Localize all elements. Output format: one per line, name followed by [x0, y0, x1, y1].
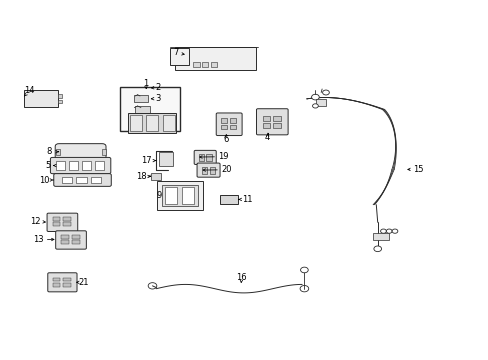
Bar — [134, 95, 147, 102]
Bar — [128, 113, 176, 133]
Text: 6: 6 — [223, 135, 228, 144]
FancyBboxPatch shape — [256, 109, 287, 135]
FancyBboxPatch shape — [216, 113, 242, 136]
Bar — [165, 188, 177, 204]
Circle shape — [386, 229, 391, 233]
Bar — [23, 90, 58, 107]
Bar — [193, 62, 199, 67]
Bar — [159, 152, 173, 166]
Text: 11: 11 — [242, 195, 252, 204]
Circle shape — [391, 229, 397, 233]
Circle shape — [373, 246, 381, 252]
Bar — [135, 105, 150, 113]
Bar — [198, 154, 203, 161]
Bar — [120, 87, 179, 131]
Bar — [53, 278, 61, 282]
Bar — [221, 125, 227, 129]
Text: 3: 3 — [155, 94, 160, 103]
Bar — [146, 115, 158, 131]
Text: 21: 21 — [79, 278, 89, 287]
Bar — [81, 161, 91, 171]
Text: 4: 4 — [264, 133, 269, 142]
Bar — [220, 195, 238, 204]
Bar — [130, 115, 142, 131]
Bar — [76, 177, 87, 183]
Bar — [53, 217, 61, 221]
Bar — [316, 99, 325, 105]
Bar — [63, 278, 71, 282]
Bar — [90, 177, 101, 183]
Bar — [262, 116, 270, 121]
Bar — [157, 181, 202, 210]
Bar — [102, 149, 105, 154]
Bar — [182, 188, 194, 204]
Circle shape — [312, 104, 318, 108]
Bar — [58, 100, 62, 103]
Bar — [72, 235, 80, 239]
Bar — [68, 161, 78, 171]
Bar — [221, 118, 227, 123]
Text: 18: 18 — [135, 172, 146, 181]
Bar — [61, 240, 69, 243]
Bar — [62, 177, 72, 183]
Bar — [61, 235, 69, 239]
Text: 7: 7 — [173, 49, 179, 58]
FancyBboxPatch shape — [55, 144, 106, 160]
Bar — [58, 94, 62, 98]
Text: 10: 10 — [39, 176, 49, 185]
Bar — [229, 118, 236, 123]
Bar — [163, 115, 174, 131]
Bar — [53, 222, 61, 226]
Circle shape — [322, 90, 328, 95]
Circle shape — [300, 267, 307, 273]
FancyBboxPatch shape — [54, 174, 111, 186]
FancyBboxPatch shape — [47, 213, 78, 231]
Text: 14: 14 — [24, 86, 35, 95]
Bar — [56, 161, 65, 171]
Bar — [63, 222, 71, 226]
Bar — [372, 233, 388, 240]
Bar — [56, 149, 60, 154]
Bar — [273, 116, 280, 121]
Bar — [206, 154, 211, 161]
Bar — [229, 125, 236, 129]
Bar — [175, 47, 256, 70]
Bar — [202, 167, 207, 174]
FancyBboxPatch shape — [56, 231, 86, 249]
Text: 2: 2 — [155, 83, 161, 92]
FancyBboxPatch shape — [194, 150, 216, 165]
Text: 15: 15 — [412, 165, 423, 174]
Circle shape — [311, 94, 319, 100]
Text: 17: 17 — [141, 156, 152, 165]
Bar — [209, 167, 215, 174]
Text: 12: 12 — [30, 217, 40, 226]
Bar — [63, 283, 71, 287]
Bar — [273, 123, 280, 128]
FancyBboxPatch shape — [197, 163, 220, 177]
FancyBboxPatch shape — [48, 273, 77, 292]
Circle shape — [148, 283, 157, 289]
Bar — [72, 240, 80, 243]
Circle shape — [300, 285, 308, 292]
Bar — [162, 185, 197, 207]
Text: 8: 8 — [47, 147, 52, 156]
FancyBboxPatch shape — [50, 157, 111, 174]
Bar — [150, 173, 161, 180]
Text: 20: 20 — [221, 165, 231, 174]
Bar — [210, 62, 217, 67]
Bar — [170, 48, 189, 66]
Bar — [202, 62, 208, 67]
Circle shape — [380, 229, 386, 233]
Text: 13: 13 — [33, 235, 43, 244]
Text: 16: 16 — [236, 273, 246, 282]
Bar — [262, 123, 270, 128]
Bar — [53, 283, 61, 287]
Text: 9: 9 — [156, 191, 161, 200]
Bar — [94, 161, 104, 171]
Bar — [63, 217, 71, 221]
Text: 1: 1 — [143, 79, 148, 88]
Text: 19: 19 — [218, 152, 228, 161]
Text: 5: 5 — [45, 161, 51, 170]
